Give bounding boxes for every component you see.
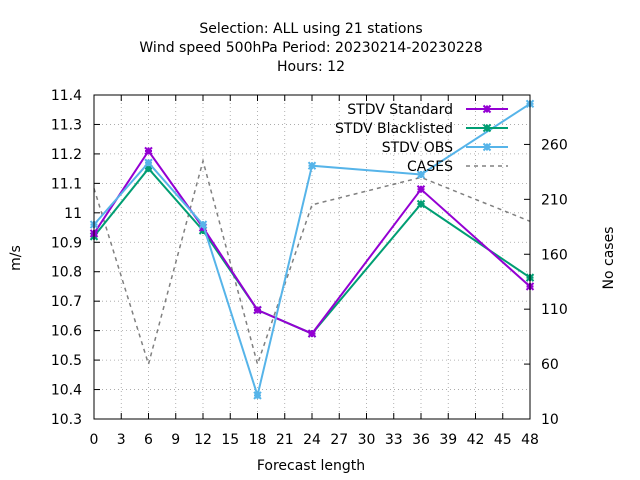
data-point-stdv-obs — [253, 391, 262, 400]
y2-tick-label: 10 — [541, 412, 559, 428]
x-tick-label: 27 — [330, 432, 348, 448]
y-tick-label: 10.5 — [51, 353, 82, 369]
x-tick-label: 36 — [412, 432, 430, 448]
series-group — [89, 99, 535, 400]
x-tick-label: 12 — [194, 432, 212, 448]
y-tick-label: 10.9 — [51, 235, 82, 251]
title-line-2: Wind speed 500hPa Period: 20230214-20230… — [139, 40, 482, 56]
y-tick-labels: 10.3 10.4 10.5 10.6 10.7 10.8 10.9 11 11.1 11.2 11… — [51, 88, 82, 428]
y2-axis-label: No cases — [601, 227, 617, 290]
x-axis-label: Forecast length — [257, 458, 365, 474]
series-line-stdv-standard — [93, 149, 531, 335]
x-tick-label: 6 — [144, 432, 153, 448]
data-point-stdv-standard — [307, 329, 317, 338]
x-tick-label: 18 — [249, 432, 267, 448]
plot-frame — [93, 94, 531, 420]
data-point-stdv-obs — [198, 220, 208, 229]
y2-tick-label: 110 — [541, 302, 568, 318]
x-tick-labels: 0 3 6 9 12 15 18 21 24 27 30 33 36 39 42 45 48 — [90, 432, 539, 448]
data-point-stdv-obs — [307, 161, 317, 170]
data-point-stdv-standard — [144, 146, 153, 156]
data-point-stdv-standard — [253, 305, 262, 315]
x-tick-label: 3 — [117, 432, 126, 448]
y2-tick-label: 160 — [541, 247, 568, 263]
y-tick-label: 10.8 — [51, 265, 82, 281]
chart-title-group: Selection: ALL using 21 stations Wind sp… — [139, 21, 482, 75]
y2-tick-label: 210 — [541, 192, 568, 208]
data-point-stdv-standard — [416, 185, 426, 194]
legend-marker-stdv-standard — [482, 104, 492, 114]
x-tick-label: 21 — [276, 432, 294, 448]
x-tick-label: 30 — [358, 432, 376, 448]
y-tick-label: 10.3 — [51, 412, 82, 428]
grid-lines — [93, 94, 531, 420]
legend-label-stdv-obs: STDV OBS — [382, 140, 453, 156]
y-tick-label: 11.4 — [51, 88, 82, 104]
x-tick-label: 42 — [467, 432, 485, 448]
x-tick-label: 33 — [385, 432, 403, 448]
x-tick-label: 48 — [521, 432, 539, 448]
y-tick-label: 11 — [64, 206, 82, 222]
data-point-stdv-blacklisted — [416, 199, 426, 209]
data-point-stdv-obs — [416, 170, 426, 179]
legend-label-stdv-blacklisted: STDV Blacklisted — [335, 121, 453, 137]
y-axis-label: m/s — [8, 245, 24, 271]
data-point-stdv-obs — [144, 158, 153, 167]
y-tick-label: 10.4 — [51, 383, 82, 399]
y-tick-label: 11.2 — [51, 147, 82, 163]
title-line-1: Selection: ALL using 21 stations — [199, 21, 422, 37]
legend-label-cases: CASES — [407, 159, 453, 175]
legend-label-stdv-standard: STDV Standard — [347, 102, 453, 118]
legend: STDV Standard STDV Blacklisted STDV OBS CAS… — [335, 102, 508, 175]
legend-marker-stdv-obs — [482, 142, 492, 152]
x-tick-label: 39 — [439, 432, 457, 448]
y-tick-label: 11.1 — [51, 176, 82, 192]
y-tick-label: 10.6 — [51, 324, 82, 340]
x-tick-label: 45 — [494, 432, 512, 448]
y2-tick-label: 260 — [541, 137, 568, 153]
x-tick-label: 15 — [221, 432, 239, 448]
x-tick-label: 0 — [90, 432, 99, 448]
y2-tick-labels: 10 60 110 160 210 260 — [541, 137, 568, 428]
x-tick-label: 9 — [171, 432, 180, 448]
y-tick-label: 10.7 — [51, 294, 82, 310]
x-tick-label: 24 — [303, 432, 321, 448]
y-tick-label: 11.3 — [51, 117, 82, 133]
y2-tick-label: 60 — [541, 357, 559, 373]
legend-marker-stdv-blacklisted — [482, 123, 492, 133]
title-line-3: Hours: 12 — [277, 59, 345, 75]
